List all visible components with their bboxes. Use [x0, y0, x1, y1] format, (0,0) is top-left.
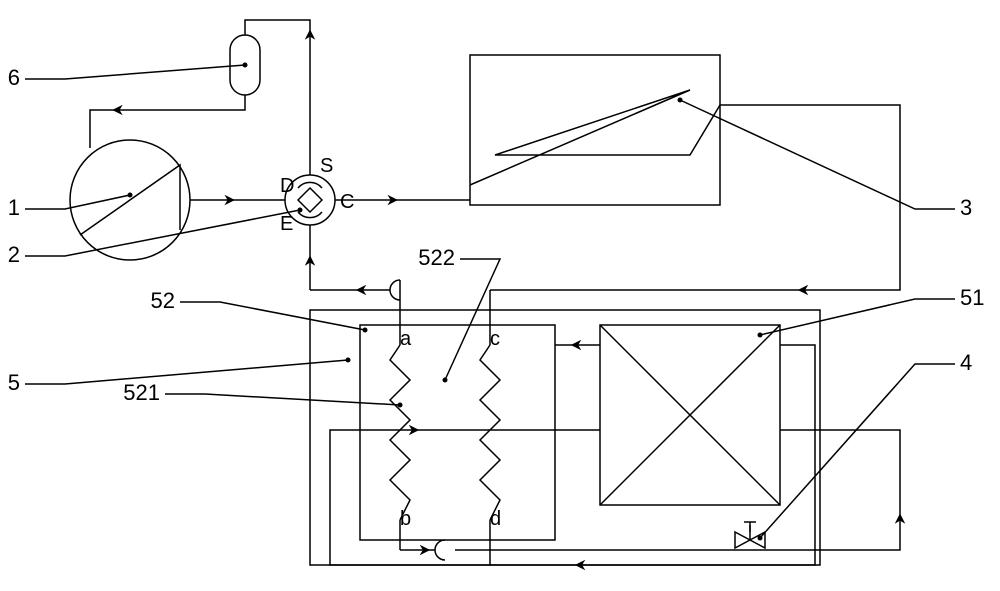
label-3: 3 — [960, 195, 972, 220]
label-51: 51 — [960, 285, 984, 310]
port-d: d — [490, 508, 501, 530]
port-C: C — [340, 191, 354, 213]
label-5: 5 — [8, 370, 20, 395]
device-5 — [310, 310, 820, 565]
label-522: 522 — [418, 245, 455, 270]
label-6: 6 — [8, 65, 20, 90]
label-521: 521 — [123, 380, 160, 405]
schematic-diagram: S D C Ea b c d 1 2 3 4 5 6 51 52 521 522 — [0, 0, 1000, 591]
label-52: 52 — [151, 288, 175, 313]
coil-522 — [480, 345, 500, 520]
outdoor-hx — [470, 55, 720, 205]
port-D: D — [280, 175, 294, 197]
port-S: S — [320, 155, 333, 177]
port-E: E — [280, 213, 293, 235]
port-a: a — [400, 328, 412, 350]
port-b: b — [400, 508, 411, 530]
label-2: 2 — [8, 242, 20, 267]
port-c: c — [490, 328, 500, 350]
label-1: 1 — [8, 195, 20, 220]
device-52 — [360, 325, 555, 540]
label-4: 4 — [960, 350, 972, 375]
coil-521 — [390, 345, 410, 520]
